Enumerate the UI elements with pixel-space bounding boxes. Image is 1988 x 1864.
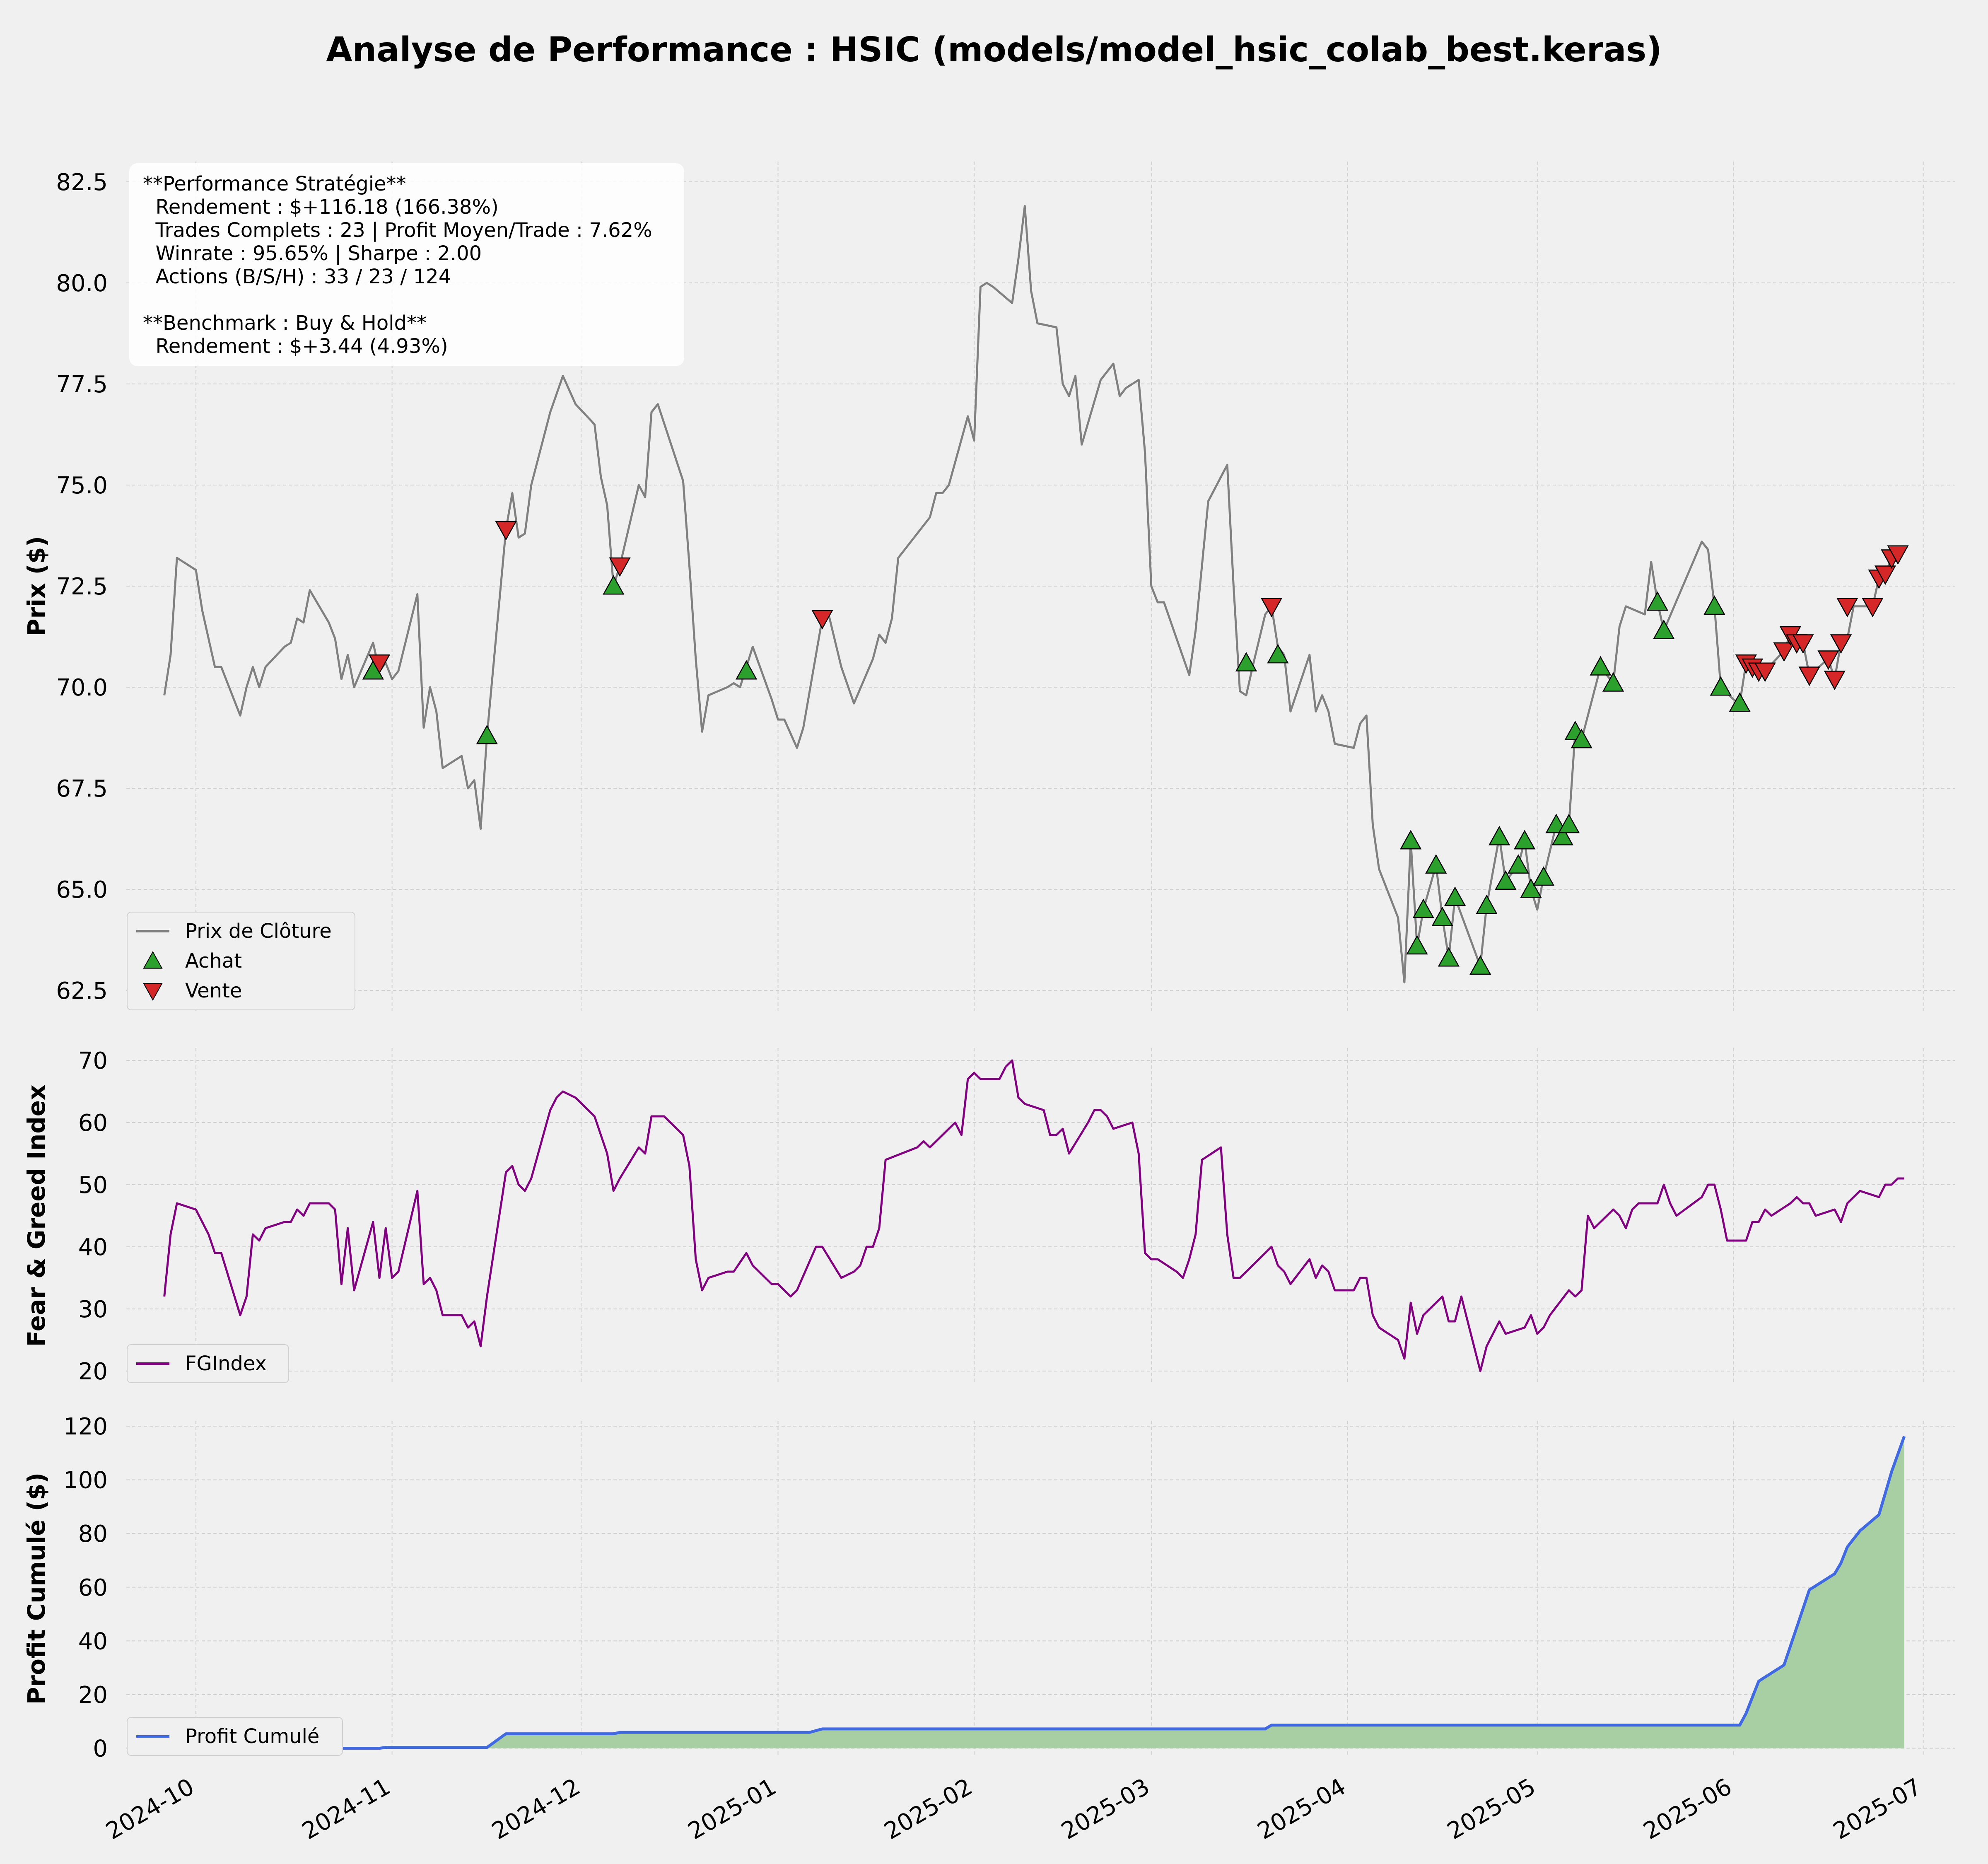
series-line-price — [163, 205, 1899, 984]
sell-marker — [1824, 671, 1846, 691]
legend-sell-marker — [143, 983, 163, 1001]
sell-marker — [1817, 650, 1839, 670]
sell-marker — [1773, 642, 1795, 662]
buy-marker — [1703, 595, 1725, 615]
sell-marker — [1798, 666, 1820, 686]
buy-marker — [1514, 830, 1536, 850]
stats-box: **Performance Stratégie** Rendement : $+… — [129, 163, 684, 366]
y-tick-label: 80.0 — [56, 270, 108, 297]
buy-marker — [476, 724, 498, 744]
buy-marker — [603, 575, 625, 595]
stats-line: Trades Complets : 23 | Profit Moyen/Trad… — [143, 219, 652, 242]
figure-title: Analyse de Performance : HSIC (models/mo… — [326, 30, 1662, 70]
buy-marker — [1590, 656, 1612, 676]
buy-marker — [1571, 729, 1592, 748]
buy-marker — [1495, 870, 1517, 890]
buy-marker — [1532, 866, 1555, 886]
buy-marker — [736, 660, 758, 680]
y-tick-label: 65.0 — [56, 876, 108, 903]
legend-label: FGIndex — [185, 1352, 267, 1375]
y-tick-label: 67.5 — [56, 775, 108, 802]
buy-marker — [1653, 619, 1675, 639]
stats-line: **Benchmark : Buy & Hold** — [143, 311, 427, 335]
y-axis-label: Prix ($) — [22, 536, 51, 636]
buy-marker — [1520, 878, 1542, 898]
y-tick-label: 20 — [78, 1358, 108, 1385]
buy-marker — [1710, 676, 1732, 696]
legend-label: Vente — [185, 979, 242, 1002]
stats-line: Rendement : $+3.44 (4.93%) — [143, 335, 448, 358]
y-tick-label: 40 — [78, 1628, 108, 1655]
y-tick-label: 82.5 — [56, 169, 108, 196]
y-tick-label: 62.5 — [56, 978, 108, 1004]
legend-fg: FGIndex — [127, 1344, 289, 1383]
legend-price: Prix de Clôture Achat Vente — [127, 912, 355, 1010]
buy-marker — [1646, 591, 1669, 611]
buy-marker — [1558, 814, 1580, 833]
sell-marker — [368, 654, 391, 674]
sell-marker — [1754, 662, 1776, 682]
buy-marker — [1729, 692, 1751, 712]
buy-marker — [1400, 830, 1422, 850]
sell-marker — [609, 557, 631, 577]
y-axis-label: Fear & Greed Index — [22, 1084, 51, 1347]
sell-marker — [811, 610, 833, 630]
y-tick-label: 70 — [78, 1048, 108, 1074]
legend-label: Achat — [185, 949, 242, 973]
stats-line: **Performance Stratégie** — [143, 172, 406, 196]
sell-marker — [1836, 598, 1858, 618]
legend-label: Profit Cumulé — [185, 1725, 319, 1748]
series-line-fg — [163, 1059, 1904, 1372]
buy-marker — [1412, 898, 1434, 918]
buy-marker — [1267, 644, 1289, 664]
sell-marker — [1887, 545, 1909, 565]
y-tick-label: 40 — [78, 1234, 108, 1261]
y-tick-label: 100 — [63, 1467, 108, 1494]
legend-box — [127, 1344, 289, 1383]
legend-box — [127, 912, 355, 1010]
buy-marker — [1488, 826, 1510, 845]
buy-marker — [1425, 854, 1447, 874]
legend-box — [127, 1717, 343, 1756]
buy-marker — [1551, 826, 1573, 845]
buy-marker — [1235, 652, 1257, 671]
buy-marker — [1431, 906, 1453, 926]
stats-line: Winrate : 95.65% | Sharpe : 2.00 — [143, 242, 482, 265]
sell-marker — [1874, 565, 1896, 585]
y-tick-label: 60 — [78, 1110, 108, 1137]
y-tick-label: 30 — [78, 1296, 108, 1323]
stats-line: Actions (B/S/H) : 33 / 23 / 124 — [143, 265, 451, 288]
sell-marker — [1792, 634, 1814, 654]
legend-buy-marker — [143, 951, 163, 969]
sell-marker — [1862, 598, 1884, 618]
panel-fg: 20 30 40 50 60 70 Fear & Greed Index FGIndex — [22, 1048, 1955, 1385]
series-line-profit — [246, 1436, 1906, 1750]
buy-marker — [1469, 955, 1491, 975]
sell-marker — [1830, 634, 1852, 654]
y-tick-label: 77.5 — [56, 371, 108, 398]
y-tick-label: 120 — [63, 1413, 108, 1440]
buy-marker — [1476, 894, 1498, 914]
y-tick-label: 60 — [78, 1574, 108, 1601]
stats-line: Rendement : $+116.18 (166.38%) — [143, 196, 499, 219]
y-axis-label: Profit Cumulé ($) — [22, 1473, 51, 1705]
legend-profit: Profit Cumulé — [127, 1717, 343, 1756]
y-tick-label: 0 — [93, 1736, 108, 1763]
buy-marker — [1602, 672, 1624, 692]
y-tick-label: 80 — [78, 1521, 108, 1548]
sell-marker — [1260, 598, 1283, 618]
y-tick-label: 20 — [78, 1682, 108, 1709]
sell-marker — [495, 521, 517, 541]
buy-marker — [1507, 854, 1530, 874]
buy-marker — [1438, 947, 1460, 967]
stats-box-background — [129, 163, 684, 366]
y-tick-label: 70.0 — [56, 674, 108, 701]
buy-marker — [1406, 935, 1428, 955]
y-tick-label: 50 — [78, 1172, 108, 1199]
y-tick-label: 75.0 — [56, 472, 108, 499]
legend-label: Prix de Clôture — [185, 920, 332, 943]
y-tick-label: 72.5 — [56, 573, 108, 600]
buy-marker — [1444, 886, 1466, 906]
